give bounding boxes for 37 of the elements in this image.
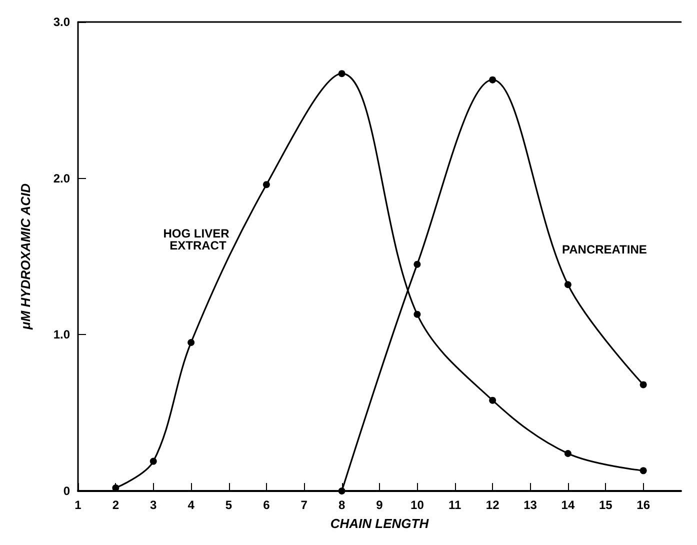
- x-tick-label: 7: [300, 498, 308, 512]
- x-tick-label: 1: [74, 498, 82, 512]
- series-label: PANCREATINE: [562, 242, 647, 257]
- y-tick-label: 0: [63, 484, 70, 498]
- y-tick-label: 1.0: [53, 328, 70, 342]
- x-tick-label: 16: [636, 498, 650, 512]
- y-axis-title: μM HYDROXAMIC ACID: [18, 182, 33, 331]
- point: [640, 381, 647, 388]
- x-tick-label: 11: [448, 498, 462, 512]
- x-tick-label: 10: [410, 498, 424, 512]
- x-tick-label: 13: [524, 498, 538, 512]
- point: [640, 467, 647, 474]
- x-axis-title: CHAIN LENGTH: [330, 516, 430, 531]
- x-tick-label: 5: [225, 498, 232, 512]
- x-tick-label: 4: [188, 498, 195, 512]
- series-label: HOG LIVER EXTRACT: [163, 226, 233, 253]
- x-tick-label: 14: [561, 498, 575, 512]
- x-tick-label: 8: [338, 498, 346, 512]
- point: [414, 260, 421, 268]
- point: [414, 310, 421, 318]
- point: [564, 450, 572, 457]
- x-tick-label: 12: [486, 498, 500, 512]
- x-tick-label: 15: [598, 498, 613, 512]
- point: [564, 281, 572, 288]
- point: [338, 488, 346, 494]
- point: [188, 338, 195, 346]
- x-tick-label: 6: [263, 498, 270, 512]
- x-tick-label: 3: [150, 498, 158, 512]
- x-tick-label: 9: [376, 498, 384, 512]
- y-tick-label: 3.0: [53, 15, 70, 29]
- point: [150, 458, 157, 465]
- x-tick-label: 2: [112, 498, 120, 512]
- point: [262, 181, 270, 188]
- point: [489, 76, 496, 84]
- point: [338, 70, 346, 78]
- point: [489, 396, 496, 404]
- y-tick-label: 2.0: [53, 171, 70, 186]
